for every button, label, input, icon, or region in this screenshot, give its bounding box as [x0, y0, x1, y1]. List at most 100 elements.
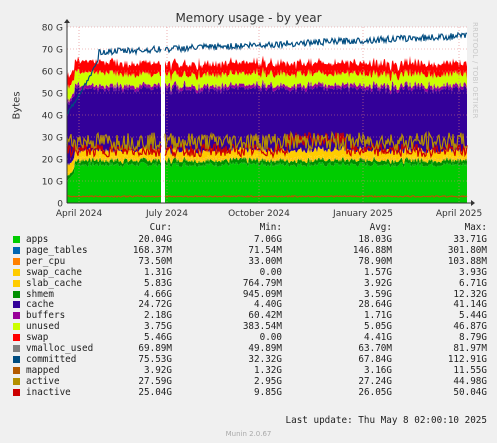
x-tick-label: April 2024 [56, 209, 103, 219]
legend-name: swap [26, 332, 49, 344]
legend-max: 301.80M [447, 244, 487, 256]
legend-max: 12.32G [453, 288, 487, 300]
legend-avg: 3.16G [364, 364, 392, 376]
legend-swatch [13, 268, 20, 276]
legend-swatch [13, 366, 20, 374]
area-swap-cache-seg0 [67, 154, 161, 177]
x-axis-arrow [471, 200, 475, 206]
legend-name: apps [26, 234, 49, 245]
legend-swatch [13, 257, 20, 265]
legend-swatch [13, 334, 20, 342]
legend-min: 32.32G [248, 353, 282, 365]
legend-max: 3.93G [459, 266, 487, 278]
legend-cur: 75.53G [138, 353, 172, 365]
legend-max: 44.98G [453, 375, 487, 387]
legend-max: 11.55G [453, 364, 487, 376]
legend-row-apps: apps 20.04G 7.06G 18.03G 33.71G [0, 234, 497, 245]
legend-min: 49.89M [248, 343, 282, 354]
legend-name: swap_cache [26, 266, 82, 278]
legend-min: 7.06G [254, 234, 282, 245]
legend-max: 8.79G [459, 332, 487, 344]
legend-name: committed [26, 353, 77, 365]
legend-swatch [13, 290, 20, 298]
legend-cur: 5.46G [144, 332, 172, 344]
legend-swatch [13, 377, 20, 385]
legend-swatch [13, 246, 20, 254]
legend-row-active: active 27.59G 2.95G 27.24G 44.98G [0, 376, 497, 387]
line-active-seg0 [66, 131, 162, 153]
legend-avg: 27.24G [358, 375, 392, 387]
x-tick-label: April 2025 [436, 209, 482, 219]
area-unused-seg1 [165, 66, 467, 93]
legend-cur: 25.04G [138, 386, 172, 398]
legend-cur: 168.37M [132, 244, 172, 256]
area-apps-seg0 [67, 161, 161, 203]
legend-max: 112.91G [447, 353, 487, 365]
legend-header-cur: Cur: [149, 222, 172, 233]
legend-min: 0.00 [259, 332, 282, 344]
legend-cur: 2.18G [144, 310, 172, 322]
legend-avg: 5.05G [364, 321, 392, 333]
legend-name: page_tables [26, 244, 88, 256]
legend-cur: 27.59G [138, 375, 172, 387]
legend-avg: 3.92G [364, 277, 392, 289]
y-tick-label: 0 [57, 200, 63, 210]
area-swap-seg0 [67, 56, 161, 91]
legend-avg: 67.84G [358, 353, 392, 365]
legend-min: 945.09M [242, 288, 282, 300]
legend-row-mapped: mapped 3.92G 1.32G 3.16G 11.55G [0, 365, 497, 376]
legend-swatch [13, 312, 20, 320]
legend-name: buffers [26, 310, 66, 322]
legend-row-shmem: shmem 4.66G 945.09M 3.59G 12.32G [0, 289, 497, 300]
area-unused-seg0 [67, 68, 161, 104]
legend-row-inactive: inactive 25.04G 9.85G 26.05G 50.04G [0, 387, 497, 398]
legend-avg: 1.57G [364, 266, 392, 278]
legend-name: cache [26, 299, 54, 311]
y-tick-label: 70 G [42, 46, 63, 56]
legend-row-page-tables: page_tables 168.37M 71.54M 146.88M 301.80M [0, 245, 497, 256]
legend-cur: 4.66G [144, 288, 172, 300]
legend-name: active [26, 375, 60, 387]
memory-area-chart: 0 10 G 20 G 30 G 40 G 50 G 60 G 70 G 80 G April 2… [42, 19, 482, 219]
y-tick-label: 40 G [42, 112, 63, 122]
legend-cur: 5.83G [144, 277, 172, 289]
area-apps-seg1 [165, 161, 467, 203]
legend-cur: 69.89M [138, 343, 172, 354]
y-tick-label: 80 G [42, 24, 63, 34]
legend-row-swap: swap 5.46G 0.00 4.41G 8.79G [0, 332, 497, 343]
munin-version: Munin 2.0.67 [225, 430, 272, 438]
legend-min: 60.42M [248, 310, 282, 322]
legend-max: 103.88M [447, 255, 487, 267]
legend-min: 4.40G [254, 299, 282, 311]
legend-cur: 24.72G [138, 299, 172, 311]
legend-max: 81.97M [453, 343, 487, 354]
last-update: Last update: Thu May 8 02:00:10 2025 [285, 415, 488, 426]
legend-swatch [13, 279, 20, 287]
legend-min: 2.95G [254, 375, 282, 387]
legend-min: 71.54M [248, 244, 282, 256]
legend-avg: 18.03G [358, 234, 392, 245]
legend-name: slab_cache [26, 277, 82, 289]
line-mapped-seg1 [164, 194, 468, 198]
legend-min: 764.79M [242, 277, 282, 289]
legend-avg: 1.71G [364, 310, 392, 322]
legend-avg: 146.88M [352, 244, 392, 256]
legend-min: 0.00 [259, 266, 282, 278]
y-tick-label: 20 G [42, 156, 63, 166]
legend-avg: 26.05G [358, 386, 392, 398]
legend-row-per-cpu: per_cpu 73.50M 33.00M 78.90M 103.88M [0, 256, 497, 267]
legend-name: vmalloc_used [26, 343, 94, 354]
x-tick-label: October 2024 [228, 209, 290, 219]
legend-header-avg: Avg: [369, 222, 392, 233]
legend-row-vmalloc-used: vmalloc_used 69.89M 49.89M 63.70M 81.97M [0, 343, 497, 354]
legend-max: 33.71G [453, 234, 487, 245]
legend-row-buffers: buffers 2.18G 60.42M 1.71G 5.44G [0, 310, 497, 321]
legend-avg: 28.64G [358, 299, 392, 311]
x-tick-label: July 2024 [145, 209, 188, 219]
line-inactive-seg1 [164, 131, 468, 159]
legend-name: shmem [26, 288, 54, 300]
y-tick-label: 60 G [42, 68, 63, 78]
legend-swatch [13, 388, 20, 396]
line-committed-seg0 [66, 44, 162, 115]
